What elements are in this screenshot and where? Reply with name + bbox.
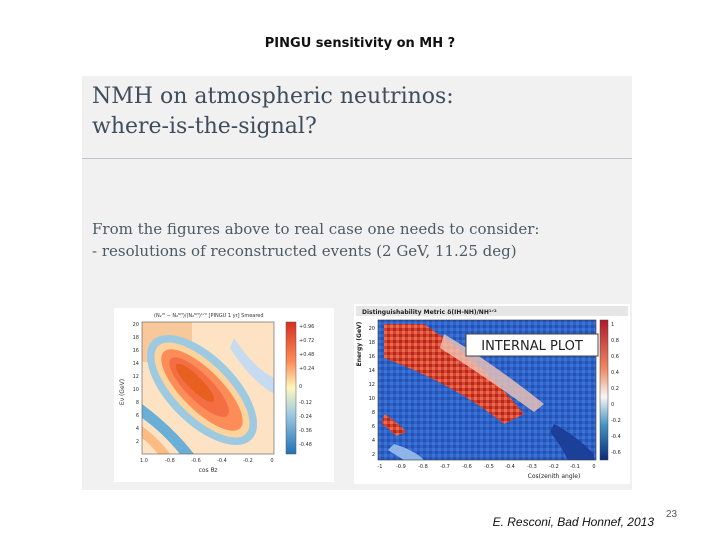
left-cbar-tick-2: +0.48: [299, 352, 314, 358]
left-xtick-3: -0.4: [217, 458, 227, 464]
right-cbar-tick-3: 0.4: [611, 370, 619, 376]
left-cbar-tick-3: +0.24: [299, 366, 314, 372]
right-xtick-1: -0.9: [396, 464, 406, 470]
right-ytick-8: 4: [372, 438, 375, 444]
right-ytick-0: 20: [369, 326, 375, 332]
left-cbar-tick-1: +0.72: [299, 338, 314, 344]
right-cbar-tick-6: -0.2: [611, 418, 621, 424]
page-title: PINGU sensitivity on MH ?: [264, 36, 456, 51]
body-line-1: From the figures above to real case one …: [92, 220, 540, 238]
right-cbar-tick-7: -0.4: [611, 434, 621, 440]
figure-right-svg: Distinguishability Metric δ(IH-NH)/NH¹ᐟ²…: [356, 306, 628, 480]
right-cbar-tick-5: 0: [611, 402, 614, 408]
right-ytick-6: 8: [372, 410, 375, 416]
right-xtick-4: -0.6: [462, 464, 472, 470]
right-cbar-tick-0: 1: [611, 322, 614, 328]
left-ytick-0: 20: [133, 322, 139, 328]
left-cbar-tick-0: +0.96: [299, 324, 314, 330]
right-cbar-tick-8: -0.6: [611, 450, 621, 456]
slide-title: NMH on atmospheric neutrinos: where-is-t…: [92, 82, 454, 142]
left-ytick-6: 8: [136, 400, 139, 406]
left-ylabel: Eν (GeV): [119, 379, 126, 405]
left-cbar-tick-5: -0.12: [299, 400, 312, 406]
left-xtick-2: -0.6: [191, 458, 201, 464]
right-cbar-tick-4: 0.2: [611, 386, 619, 392]
left-ytick-4: 12: [133, 374, 139, 380]
right-xtick-5: -0.5: [484, 464, 494, 470]
internal-plot-label: INTERNAL PLOT: [481, 339, 583, 354]
left-ytick-2: 16: [133, 348, 139, 354]
right-ytick-4: 12: [369, 382, 375, 388]
right-xtick-2: -0.8: [418, 464, 428, 470]
left-ytick-5: 10: [133, 387, 139, 393]
left-ytick-1: 18: [133, 335, 139, 341]
figure-left-svg: (N₂ᴵᴴ − N₂ᴺᴴ)/(N₂ᴺᴴ)¹ᐟ² [PINGU 1 yr] Sme…: [119, 313, 314, 474]
slide-title-line-2: where-is-the-signal?: [92, 114, 317, 139]
figure-left-title: (N₂ᴵᴴ − N₂ᴺᴴ)/(N₂ᴺᴴ)¹ᐟ² [PINGU 1 yr] Sme…: [154, 313, 264, 319]
right-ytick-2: 16: [369, 354, 375, 360]
right-ylabel: Energy (GeV): [356, 321, 363, 366]
right-colorbar: [599, 319, 609, 461]
left-cbar-tick-8: -0.48: [299, 442, 312, 448]
left-xlabel: cos θz: [199, 467, 218, 474]
right-xtick-7: -0.3: [527, 464, 537, 470]
right-cbar-tick-1: 0.8: [611, 338, 619, 344]
right-cbar-tick-2: 0.6: [611, 354, 619, 360]
right-xtick-10: 0: [592, 464, 595, 470]
title-divider: [82, 158, 632, 159]
right-xtick-9: -0.1: [570, 464, 580, 470]
internal-plot-stamp: [465, 333, 599, 357]
slide-title-line-1: NMH on atmospheric neutrinos:: [92, 84, 454, 109]
left-cbar-tick-6: -0.24: [299, 414, 312, 420]
left-ytick-8: 4: [136, 426, 139, 432]
body-line-2: - resolutions of reconstructed events (2…: [92, 242, 517, 260]
right-xtick-3: -0.7: [440, 464, 450, 470]
left-xtick-1: -0.8: [165, 458, 175, 464]
slide-body: From the figures above to real case one …: [92, 218, 539, 262]
right-xtick-0: -1: [378, 464, 383, 470]
left-ytick-3: 14: [133, 361, 139, 367]
footer-author: E. Resconi, Bad Honnef, 2013: [492, 515, 654, 529]
right-xtick-8: -0.2: [549, 464, 559, 470]
right-xlabel: Cos(zenith angle): [528, 473, 581, 480]
figure-right: Distinguishability Metric δ(IH-NH)/NH¹ᐟ²…: [354, 304, 630, 484]
left-xtick-5: 0: [270, 458, 273, 464]
right-ytick-5: 10: [369, 396, 375, 402]
page-number: 23: [666, 509, 678, 520]
right-ytick-3: 14: [369, 368, 375, 374]
slide-image: NMH on atmospheric neutrinos: where-is-t…: [82, 76, 632, 490]
right-ytick-1: 18: [369, 340, 375, 346]
left-ytick-9: 2: [136, 439, 139, 445]
left-cbar-tick-4: 0: [299, 384, 302, 390]
right-ytick-9: 2: [372, 452, 375, 458]
left-cbar-tick-7: -0.36: [299, 428, 312, 434]
right-xtick-6: -0.4: [505, 464, 515, 470]
figure-right-title: Distinguishability Metric δ(IH-NH)/NH¹ᐟ²: [362, 309, 497, 316]
figure-left: (N₂ᴵᴴ − N₂ᴺᴴ)/(N₂ᴺᴴ)¹ᐟ² [PINGU 1 yr] Sme…: [114, 308, 334, 482]
left-xtick-0: 1.0: [140, 458, 148, 464]
left-heatmap: [142, 322, 274, 454]
left-colorbar: [285, 321, 297, 455]
left-xtick-4: -0.2: [243, 458, 253, 464]
left-ytick-7: 6: [136, 413, 139, 419]
right-ytick-7: 6: [372, 424, 375, 430]
